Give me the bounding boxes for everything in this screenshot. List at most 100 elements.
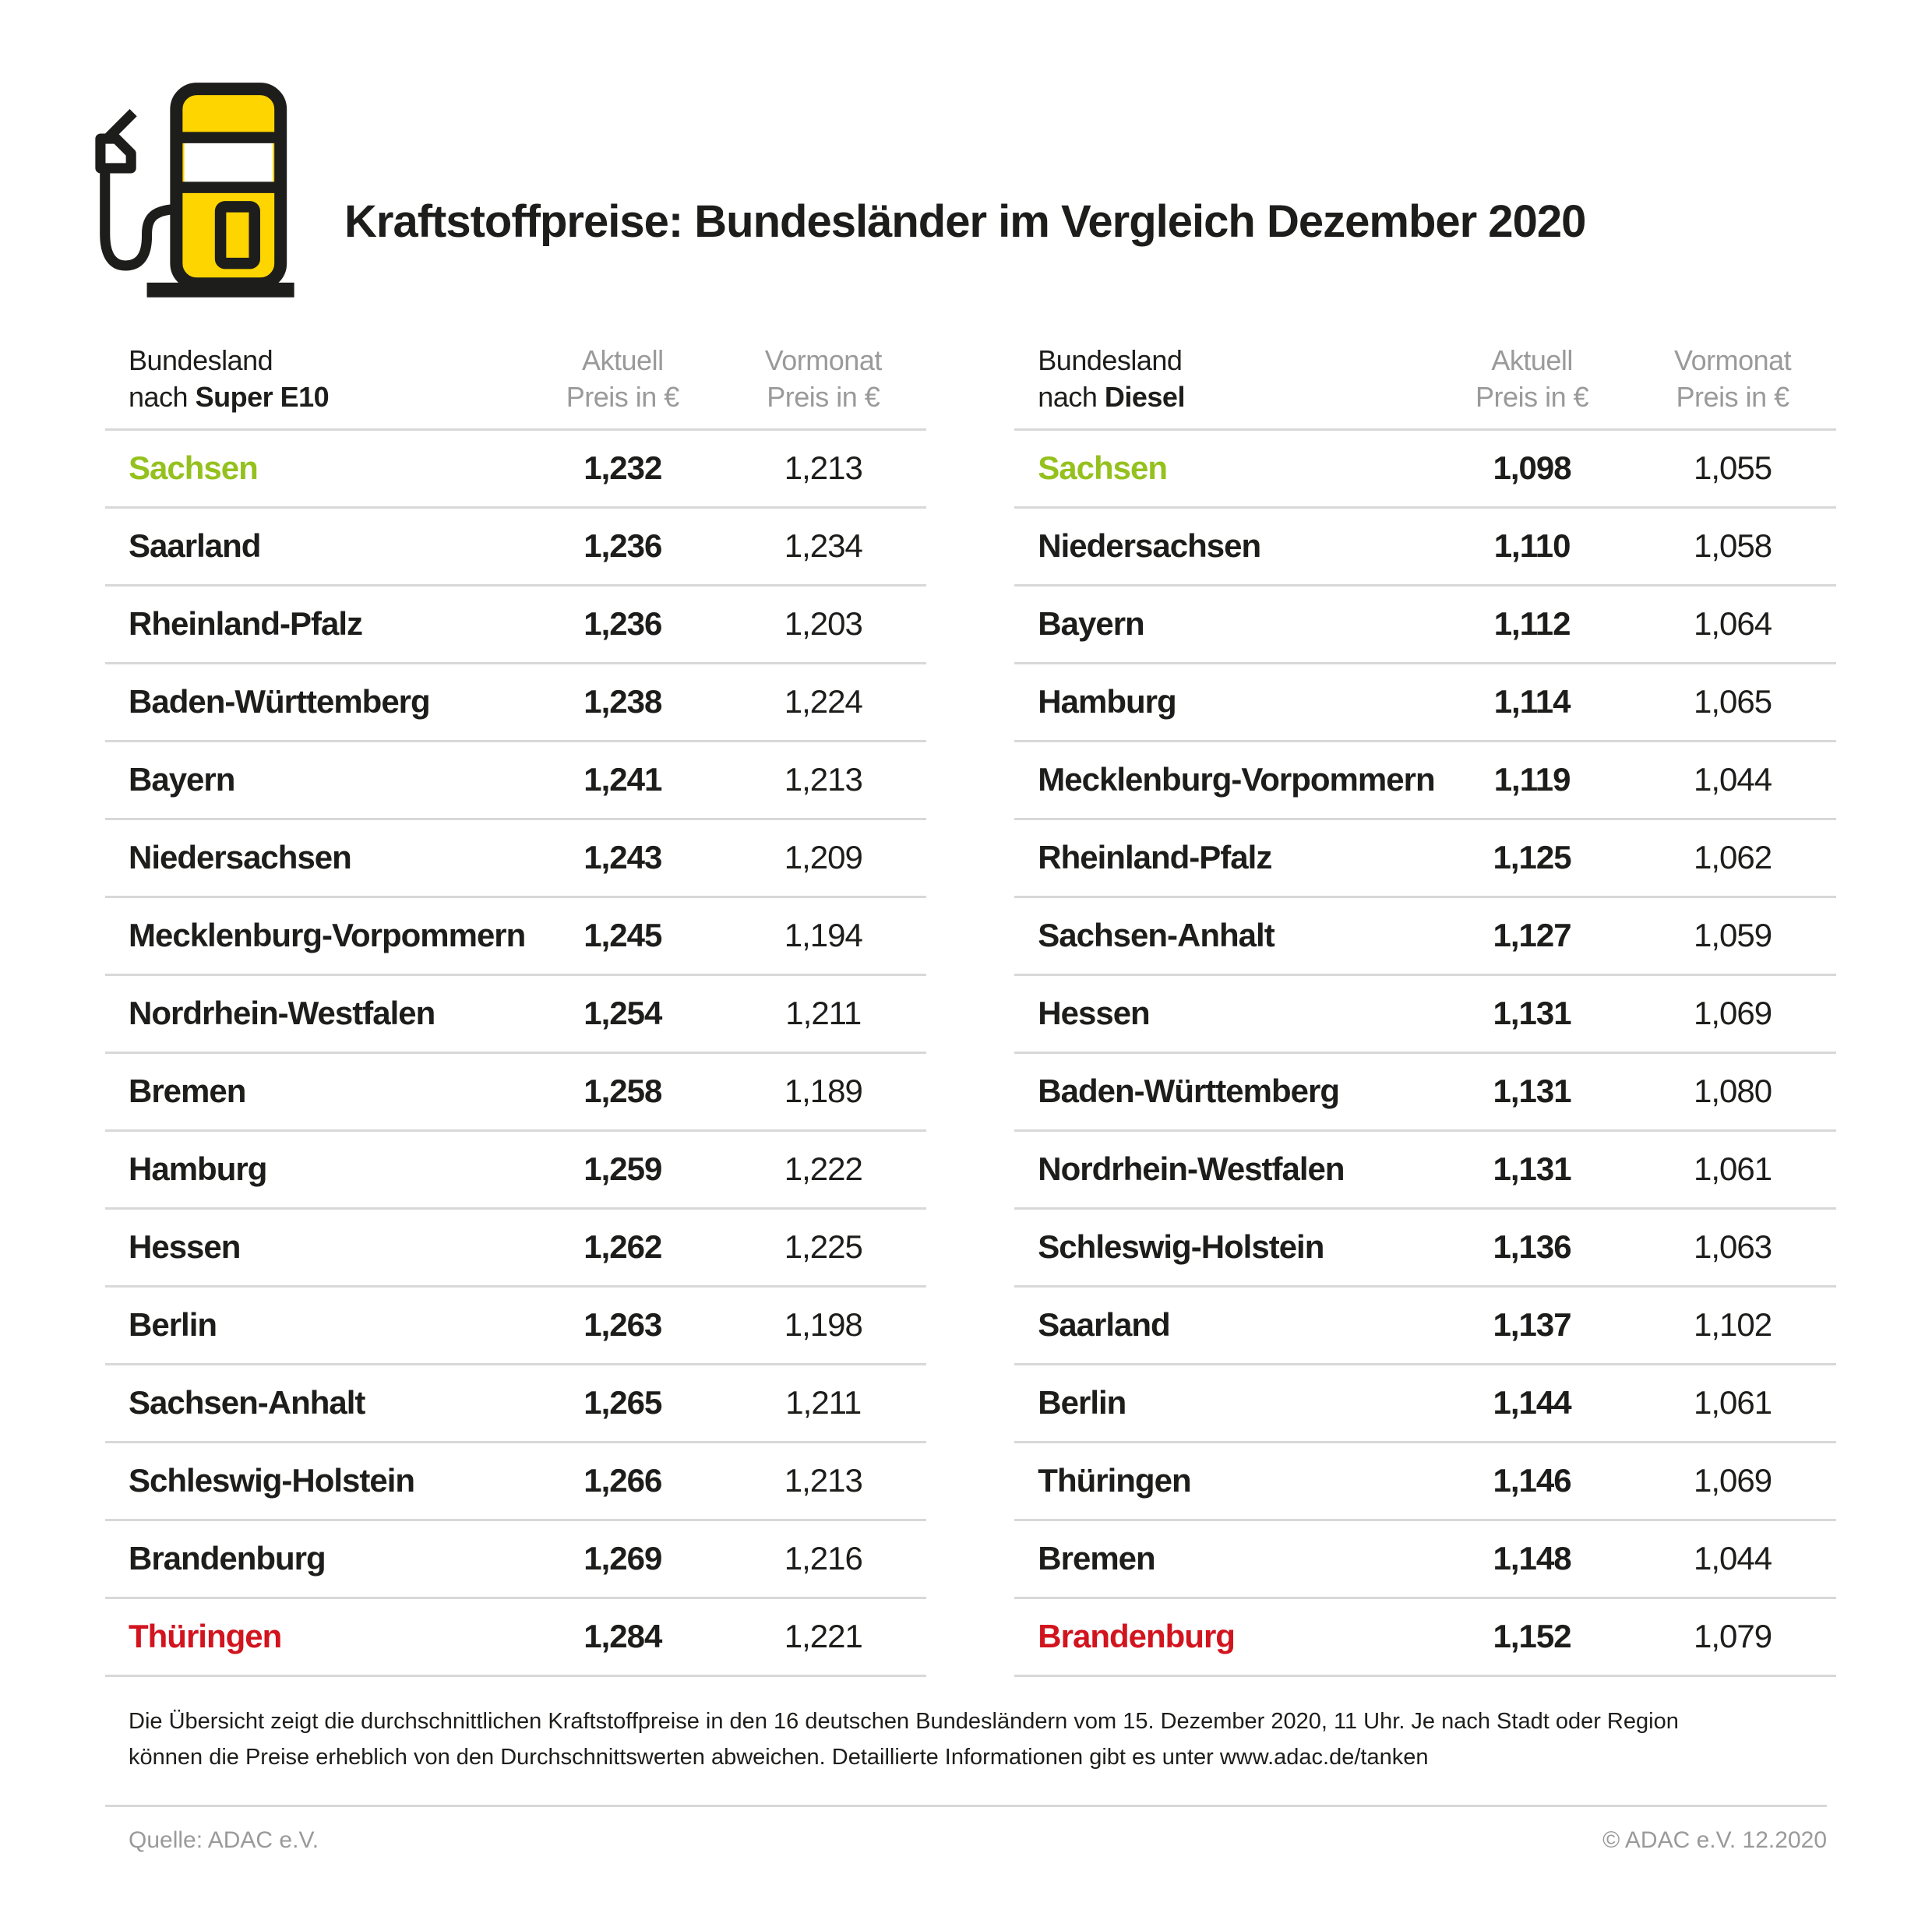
vormonat-price-cell: 1,069 bbox=[1694, 1462, 1772, 1499]
table-row: Berlin 1,263 1,198 bbox=[105, 1288, 927, 1365]
divider bbox=[105, 1805, 1827, 1808]
aktuell-price-cell: 1,245 bbox=[583, 917, 662, 954]
vormonat-price-cell: 1,225 bbox=[784, 1228, 863, 1266]
fuel-pump-icon bbox=[95, 83, 294, 298]
aktuell-price-cell: 1,110 bbox=[1493, 527, 1571, 565]
header-prefix: nach bbox=[1038, 380, 1098, 413]
table-row: Saarland 1,137 1,102 bbox=[1014, 1288, 1836, 1365]
bundesland-cell: Hessen bbox=[129, 1228, 241, 1266]
aktuell-price-cell: 1,137 bbox=[1493, 1306, 1572, 1344]
bundesland-cell: Baden-Württemberg bbox=[129, 683, 431, 720]
vormonat-price-cell: 1,198 bbox=[784, 1306, 863, 1344]
bundesland-cell: Thüringen bbox=[129, 1618, 282, 1655]
bundesland-cell: Sachsen bbox=[129, 449, 259, 487]
vormonat-price-cell: 1,216 bbox=[784, 1540, 863, 1577]
header-line-1: Bundesland bbox=[129, 344, 273, 376]
vormonat-price-cell: 1,069 bbox=[1694, 995, 1772, 1032]
table-row: Baden-Württemberg 1,131 1,080 bbox=[1014, 1054, 1836, 1132]
table-header-diesel: Bundesland nach Diesel Aktuell Preis in … bbox=[1014, 343, 1836, 431]
bundesland-cell: Berlin bbox=[1038, 1384, 1126, 1422]
bundesland-cell: Schleswig-Holstein bbox=[129, 1462, 415, 1499]
bundesland-cell: Saarland bbox=[1038, 1306, 1170, 1344]
table-header-super-e10: Bundesland nach Super E10 Aktuell Preis … bbox=[105, 343, 927, 431]
header-line-1: Bundesland bbox=[1038, 344, 1183, 376]
bundesland-cell: Schleswig-Holstein bbox=[1038, 1228, 1324, 1266]
table-body-diesel: Sachsen 1,098 1,055 Niedersachsen 1,110 1,058… bbox=[1014, 431, 1836, 1677]
aktuell-price-cell: 1,125 bbox=[1493, 839, 1572, 876]
aktuell-price-cell: 1,114 bbox=[1493, 683, 1571, 720]
aktuell-price-cell: 1,131 bbox=[1493, 1073, 1572, 1110]
vormonat-price-cell: 1,102 bbox=[1694, 1306, 1772, 1344]
table-row: Hessen 1,131 1,069 bbox=[1014, 976, 1836, 1054]
aktuell-price-cell: 1,259 bbox=[583, 1150, 662, 1188]
table-row: Berlin 1,144 1,061 bbox=[1014, 1365, 1836, 1443]
table-row: Thüringen 1,284 1,221 bbox=[105, 1599, 927, 1677]
vormonat-price-cell: 1,059 bbox=[1694, 917, 1772, 954]
aktuell-price-cell: 1,119 bbox=[1493, 761, 1571, 798]
vormonat-price-cell: 1,211 bbox=[785, 1384, 862, 1422]
aktuell-price-cell: 1,266 bbox=[583, 1462, 662, 1499]
vormonat-price-cell: 1,079 bbox=[1694, 1618, 1772, 1655]
aktuell-price-cell: 1,284 bbox=[583, 1618, 662, 1655]
bundesland-cell: Rheinland-Pfalz bbox=[129, 605, 363, 643]
vormonat-price-cell: 1,055 bbox=[1694, 449, 1772, 487]
aktuell-price-cell: 1,098 bbox=[1493, 449, 1572, 487]
aktuell-price-cell: 1,243 bbox=[583, 839, 662, 876]
vormonat-price-cell: 1,080 bbox=[1694, 1073, 1772, 1110]
bundesland-cell: Mecklenburg-Vorpommern bbox=[129, 917, 526, 954]
bundesland-cell: Nordrhein-Westfalen bbox=[1038, 1150, 1345, 1188]
masthead: Kraftstoffpreise: Bundesländer im Vergle… bbox=[86, 70, 1827, 312]
price-tables: Bundesland nach Super E10 Aktuell Preis … bbox=[105, 343, 1836, 1677]
bundesland-cell: Sachsen bbox=[1038, 449, 1168, 487]
aktuell-price-cell: 1,263 bbox=[583, 1306, 662, 1344]
table-row: Hessen 1,262 1,225 bbox=[105, 1210, 927, 1288]
table-row: Sachsen-Anhalt 1,127 1,059 bbox=[1014, 898, 1836, 976]
column-header-bundesland: Bundesland nach Diesel bbox=[1038, 343, 1434, 416]
header-line-2: nach Diesel bbox=[1038, 379, 1434, 416]
source-bar: Quelle: ADAC e.V. © ADAC e.V. 12.2020 bbox=[105, 1827, 1827, 1854]
table-row: Rheinland-Pfalz 1,125 1,062 bbox=[1014, 820, 1836, 898]
vormonat-price-cell: 1,062 bbox=[1694, 839, 1772, 876]
table-row: Nordrhein-Westfalen 1,131 1,061 bbox=[1014, 1132, 1836, 1210]
column-header-bundesland: Bundesland nach Super E10 bbox=[129, 343, 525, 416]
vormonat-price-cell: 1,203 bbox=[784, 605, 863, 643]
vormonat-price-cell: 1,213 bbox=[784, 449, 863, 487]
bundesland-cell: Bremen bbox=[1038, 1540, 1155, 1577]
aktuell-price-cell: 1,144 bbox=[1493, 1384, 1572, 1422]
table-row: Saarland 1,236 1,234 bbox=[105, 509, 927, 587]
bundesland-cell: Baden-Württemberg bbox=[1038, 1073, 1340, 1110]
page-title: Kraftstoffpreise: Bundesländer im Vergle… bbox=[344, 196, 1586, 247]
table-row: Mecklenburg-Vorpommern 1,245 1,194 bbox=[105, 898, 927, 976]
table-row: Bremen 1,148 1,044 bbox=[1014, 1521, 1836, 1599]
aktuell-price-cell: 1,152 bbox=[1493, 1618, 1572, 1655]
aktuell-price-cell: 1,136 bbox=[1493, 1228, 1572, 1266]
bundesland-cell: Niedersachsen bbox=[129, 839, 352, 876]
table-row: Bremen 1,258 1,189 bbox=[105, 1054, 927, 1132]
table-row: Niedersachsen 1,243 1,209 bbox=[105, 820, 927, 898]
aktuell-price-cell: 1,265 bbox=[583, 1384, 662, 1422]
header-prefix: nach bbox=[129, 380, 189, 413]
table-row: Niedersachsen 1,110 1,058 bbox=[1014, 509, 1836, 587]
aktuell-price-cell: 1,238 bbox=[583, 683, 662, 720]
table-row: Schleswig-Holstein 1,136 1,063 bbox=[1014, 1210, 1836, 1288]
table-row: Schleswig-Holstein 1,266 1,213 bbox=[105, 1443, 927, 1521]
column-header-vormonat: Vormonat Preis in € bbox=[1674, 344, 1792, 413]
bundesland-cell: Saarland bbox=[129, 527, 261, 565]
bundesland-cell: Nordrhein-Westfalen bbox=[129, 995, 435, 1032]
vormonat-price-cell: 1,224 bbox=[784, 683, 863, 720]
bundesland-cell: Bayern bbox=[1038, 605, 1144, 643]
vormonat-price-cell: 1,221 bbox=[784, 1618, 863, 1655]
aktuell-price-cell: 1,254 bbox=[583, 995, 662, 1032]
column-header-aktuell: Aktuell Preis in € bbox=[1475, 344, 1589, 413]
vormonat-price-cell: 1,213 bbox=[784, 1462, 863, 1499]
table-row: Sachsen 1,098 1,055 bbox=[1014, 431, 1836, 509]
bundesland-cell: Berlin bbox=[129, 1306, 217, 1344]
aktuell-price-cell: 1,262 bbox=[583, 1228, 662, 1266]
aktuell-price-cell: 1,148 bbox=[1493, 1540, 1572, 1577]
source-text: Quelle: ADAC e.V. bbox=[129, 1827, 319, 1854]
table-row: Nordrhein-Westfalen 1,254 1,211 bbox=[105, 976, 927, 1054]
bundesland-cell: Bayern bbox=[129, 761, 235, 798]
aktuell-price-cell: 1,241 bbox=[583, 761, 662, 798]
table-row: Thüringen 1,146 1,069 bbox=[1014, 1443, 1836, 1521]
vormonat-price-cell: 1,209 bbox=[784, 839, 863, 876]
